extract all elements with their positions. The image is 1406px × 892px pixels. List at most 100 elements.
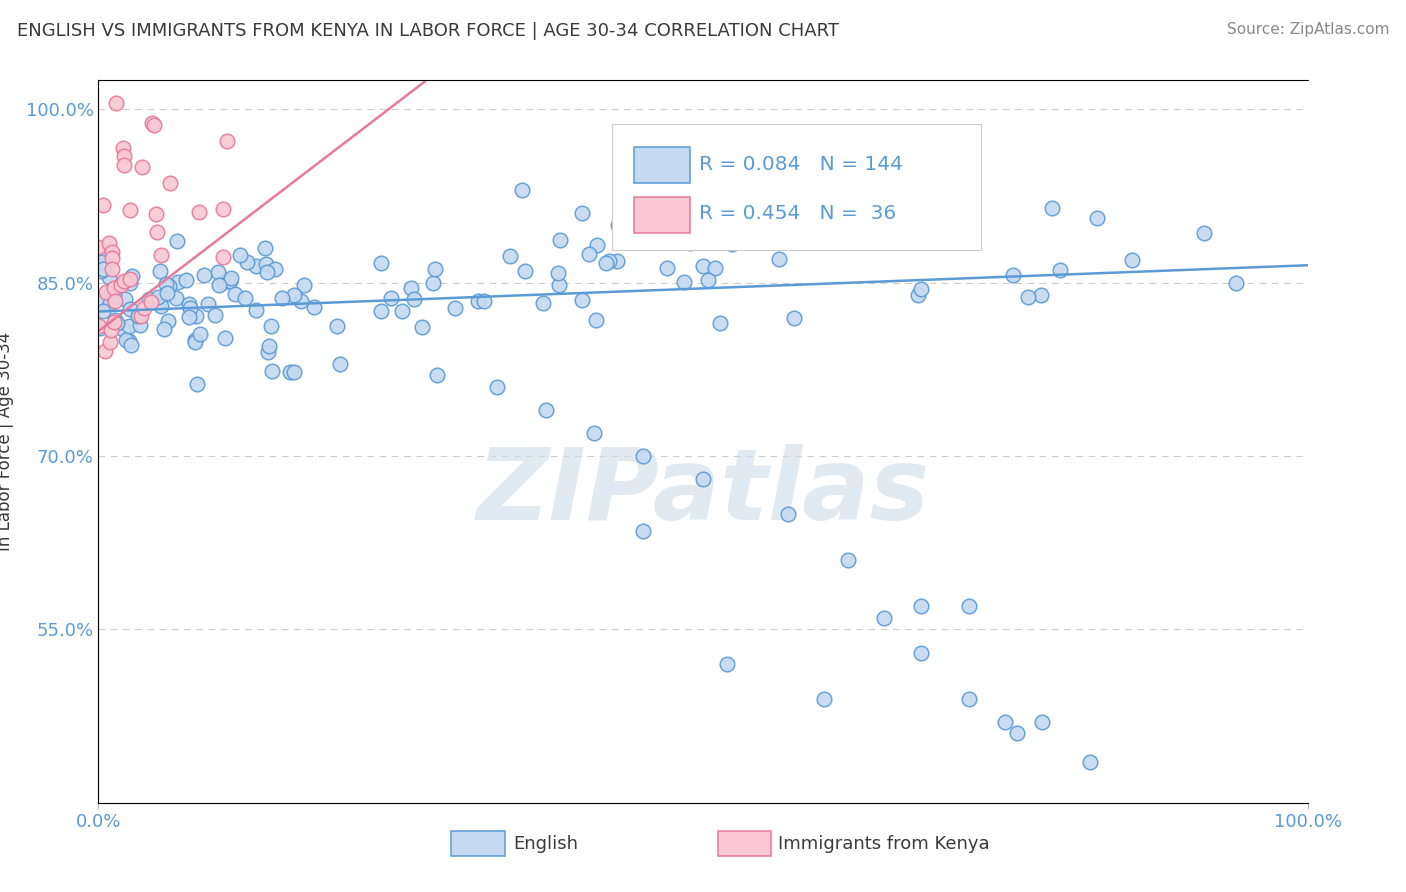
Point [768,252,790,266]
Point [104,313,127,327]
Point [157,279,180,293]
Point [114,292,136,306]
FancyBboxPatch shape [634,196,690,233]
Point [101,262,124,277]
Point [149,293,172,308]
Point [128,309,150,323]
Point [257,339,280,353]
Point [93,259,115,273]
Point [219,271,242,285]
Point [908,220,931,235]
Point [100,283,122,297]
Point [583,425,606,440]
Point [186,377,208,392]
Point [94,344,117,359]
Point [89,321,111,335]
Point [716,657,738,671]
Point [101,245,124,260]
Point [121,268,143,283]
Point [411,319,433,334]
Point [233,291,256,305]
Point [96,285,118,300]
Point [141,294,163,309]
Point [910,282,932,296]
Point [1007,726,1029,740]
Point [159,176,181,190]
Point [426,368,449,382]
Point [134,301,156,315]
Text: ENGLISH VS IMMIGRANTS FROM KENYA IN LABOR FORCE | AGE 30-34 CORRELATION CHART: ENGLISH VS IMMIGRANTS FROM KENYA IN LABO… [17,22,839,40]
Point [813,691,835,706]
Point [166,234,188,248]
Point [157,313,180,327]
Point [245,259,267,273]
Text: Source: ZipAtlas.com: Source: ZipAtlas.com [1226,22,1389,37]
Point [910,599,932,614]
Point [118,276,141,290]
Point [112,275,135,289]
Point [112,149,135,163]
Point [534,402,557,417]
Point [894,234,917,248]
FancyBboxPatch shape [451,831,505,855]
Point [1017,290,1039,304]
Point [423,262,446,277]
Point [103,315,125,329]
Point [402,292,425,306]
Point [90,264,112,278]
FancyBboxPatch shape [634,147,690,183]
Point [118,272,141,286]
Point [585,238,607,252]
Point [165,291,187,305]
Point [631,524,654,538]
Point [167,275,190,289]
Point [631,449,654,463]
Point [98,295,121,310]
Point [263,261,285,276]
Point [720,236,742,251]
Point [547,267,569,281]
Point [193,268,215,283]
Point [571,293,593,307]
Point [283,365,305,379]
Point [218,274,240,288]
Point [1031,714,1053,729]
Point [224,286,246,301]
Point [188,327,211,342]
Point [150,299,173,313]
Point [598,254,620,268]
Point [118,318,141,333]
Point [302,301,325,315]
Point [179,301,201,315]
Point [370,304,392,318]
Point [112,158,135,172]
Point [595,256,617,270]
Point [145,225,167,239]
Point [103,281,125,295]
Point [260,364,283,378]
Point [585,313,607,327]
Point [292,277,315,292]
Point [110,278,132,293]
Point [278,365,301,379]
Point [105,316,128,330]
Point [283,287,305,301]
Point [100,323,122,337]
Point [152,322,174,336]
Point [391,304,413,318]
Point [548,233,571,247]
Point [112,141,135,155]
Point [531,295,554,310]
Point [783,311,806,326]
Point [957,599,980,614]
Point [1192,227,1215,241]
Point [105,96,128,111]
Point [499,249,522,263]
Point [444,301,467,316]
Point [1225,276,1247,290]
Point [380,291,402,305]
Point [149,248,172,262]
Point [204,308,226,322]
FancyBboxPatch shape [613,124,981,250]
Point [709,317,731,331]
